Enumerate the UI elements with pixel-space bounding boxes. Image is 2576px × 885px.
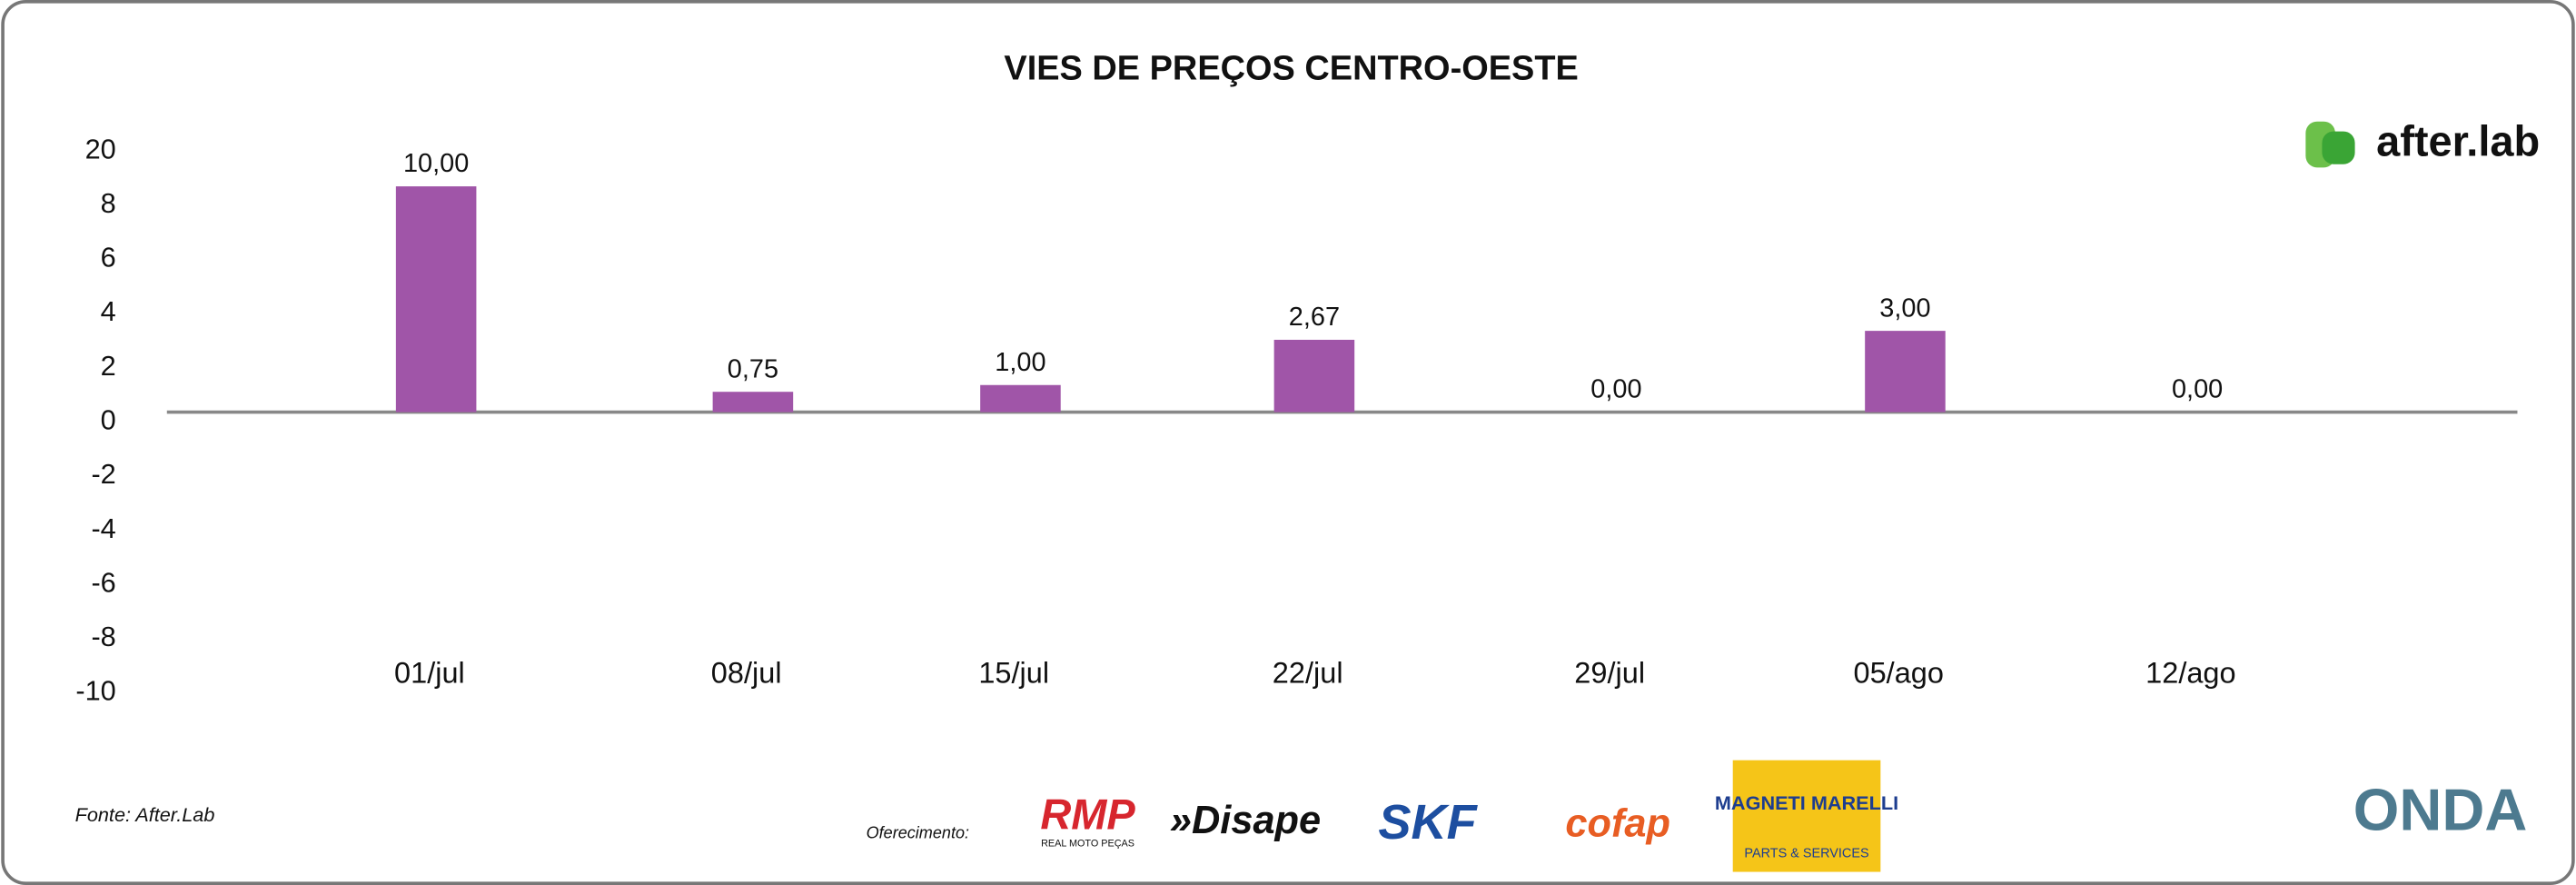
- value-label: 0,00: [1590, 375, 1641, 404]
- value-label: 3,00: [1879, 293, 1930, 323]
- bar: [712, 392, 794, 413]
- bar: [980, 384, 1061, 413]
- value-label: 0,75: [728, 354, 778, 383]
- y-tick-label: 4: [101, 295, 116, 327]
- y-tick-label: 2: [101, 350, 116, 382]
- chart-title: VIES DE PREÇOS CENTRO-OESTE: [1004, 50, 1578, 88]
- logo: after.lab: [2305, 116, 2540, 168]
- sponsor-onda: ONDA: [2353, 776, 2528, 842]
- x-tick-label: 08/jul: [711, 656, 782, 689]
- sponsor-rmp-sub: REAL MOTO PEÇAS: [1041, 839, 1134, 850]
- x-tick-label: 22/jul: [1273, 656, 1343, 689]
- sponsors: Oferecimento: RMP REAL MOTO PEÇAS »Disap…: [867, 760, 2528, 872]
- x-tick-label: 01/jul: [394, 656, 465, 689]
- y-tick-label: -4: [91, 512, 115, 544]
- y-tick-label: -10: [75, 675, 115, 707]
- logo-icon: [2322, 131, 2355, 164]
- y-tick-label: -6: [91, 566, 115, 598]
- y-tick-label: -2: [91, 458, 115, 490]
- sponsor-disape: »Disape: [1170, 799, 1321, 842]
- y-tick-label: -8: [91, 621, 115, 652]
- value-label: 10,00: [403, 149, 469, 178]
- value-label: 2,67: [1289, 303, 1340, 332]
- sponsor-label: Oferecimento:: [867, 824, 969, 842]
- y-tick-label: 0: [101, 404, 116, 436]
- sponsor-skf: SKF: [1378, 795, 1478, 850]
- x-tick-label: 29/jul: [1574, 656, 1645, 689]
- sponsor-magneti: MAGNETI MARELLI: [1715, 791, 1898, 814]
- source: Fonte: After.Lab: [75, 803, 215, 826]
- x-tick-label: 05/ago: [1853, 656, 1943, 689]
- bar: [395, 186, 477, 413]
- sponsor-rmp: RMP: [1040, 790, 1135, 838]
- y-tick-label: 8: [101, 187, 116, 219]
- sponsor-magneti-sub: PARTS & SERVICES: [1744, 846, 1868, 860]
- sponsor-magneti-box: [1732, 760, 1881, 872]
- logo-text: after.lab: [2376, 116, 2540, 164]
- bar: [1273, 339, 1355, 413]
- y-tick-label: 20: [85, 133, 116, 164]
- y-tick-label: 6: [101, 242, 116, 273]
- x-tick-label: 12/ago: [2145, 656, 2235, 689]
- x-tick-label: 15/jul: [978, 656, 1049, 689]
- sponsor-cofap: cofap: [1565, 801, 1670, 845]
- value-label: 0,00: [2172, 375, 2223, 404]
- value-label: 1,00: [995, 348, 1045, 377]
- bar: [1865, 331, 1946, 413]
